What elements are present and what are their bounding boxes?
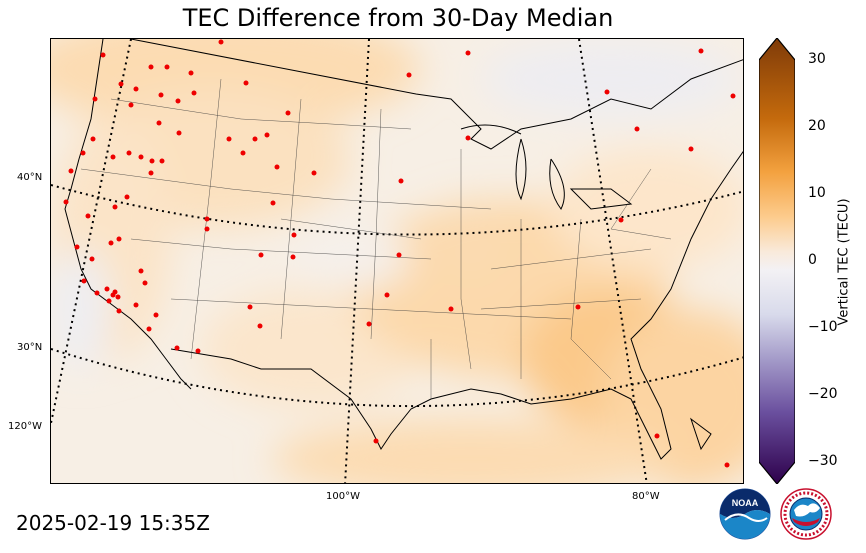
colorbar-tick-10: 10 [808, 185, 826, 201]
timestamp: 2025-02-19 15:35Z [16, 511, 210, 535]
map-panel [50, 38, 744, 484]
colorbar-scale [759, 38, 795, 484]
coastlines [64, 39, 743, 460]
station-markers [63, 39, 736, 468]
colorbar [759, 38, 795, 484]
colorbar-label: Vertical TEC (TECU) [836, 198, 852, 326]
lon-label-120w: 120°W [8, 421, 42, 432]
lat-label-40n: 40°N [17, 172, 43, 183]
map-title: TEC Difference from 30-Day Median [182, 4, 614, 32]
colorbar-tick-minus20: −20 [808, 386, 838, 402]
tec-contour-field [51, 39, 743, 483]
lat-label-30n: 30°N [17, 342, 43, 353]
colorbar-tick-30: 30 [808, 51, 826, 67]
lon-label-80w: 80°W [632, 491, 660, 502]
meridian-100w [344, 39, 370, 483]
tec-map [51, 39, 743, 483]
state-borders [80, 78, 672, 399]
colorbar-tick-20: 20 [808, 118, 826, 134]
colorbar-tick-minus10: −10 [808, 319, 838, 335]
graticule [51, 39, 743, 483]
colorbar-tick-minus30: −30 [808, 453, 838, 469]
noaa-logo: NOAA [719, 488, 771, 540]
colorbar-tick-0: 0 [808, 252, 817, 268]
lon-label-100w: 100°W [326, 491, 360, 502]
parallel-30n [51, 348, 743, 408]
parallel-40n [51, 184, 743, 236]
svg-text:NOAA: NOAA [732, 498, 759, 508]
nws-logo [780, 488, 832, 540]
